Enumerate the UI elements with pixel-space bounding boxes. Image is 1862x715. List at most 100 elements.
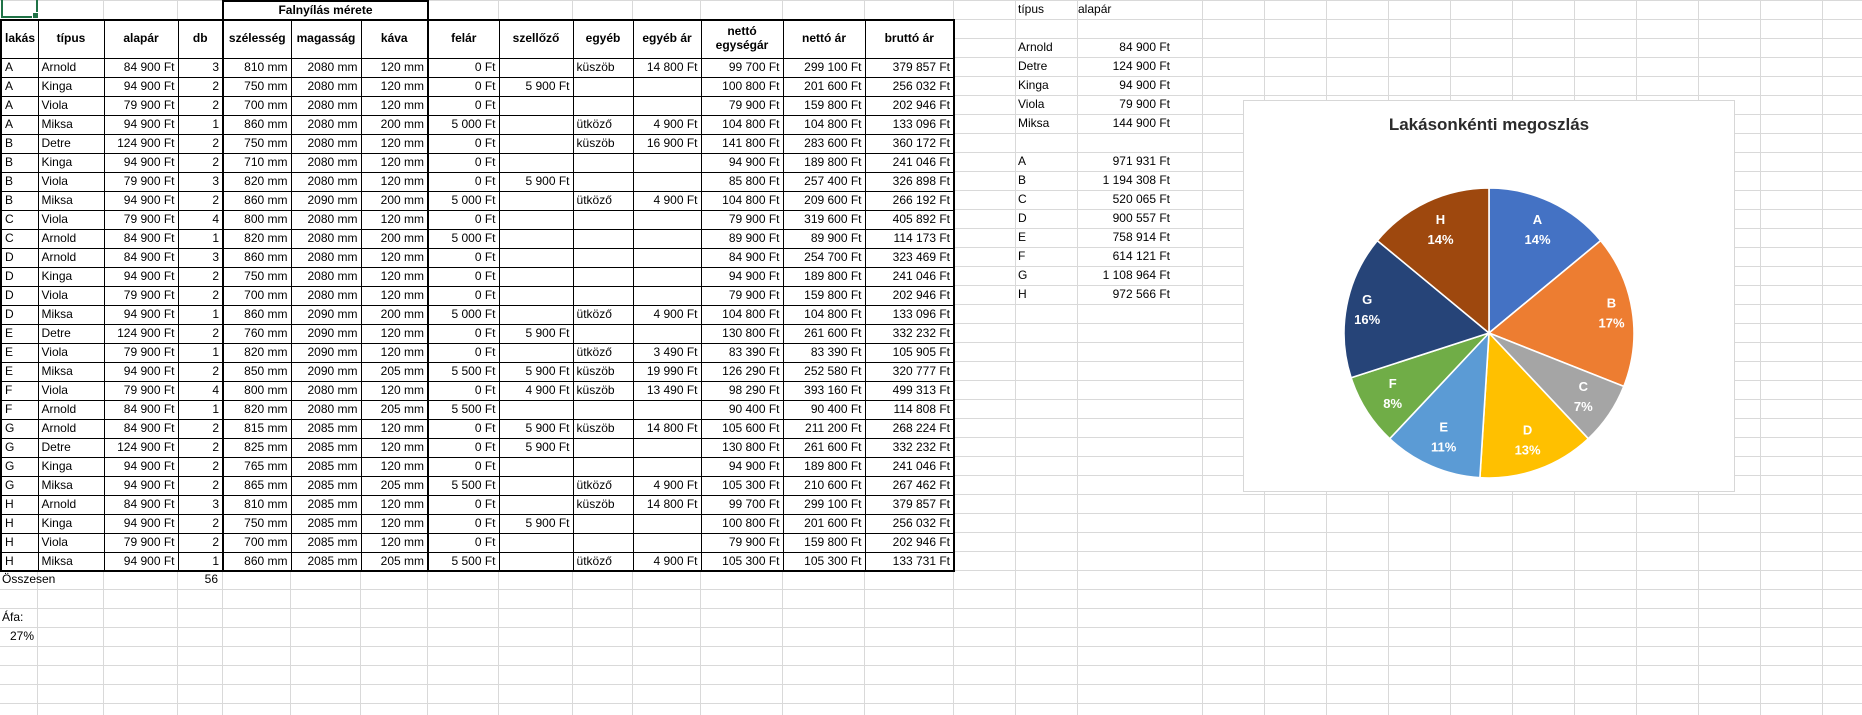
cell-r17c12[interactable]: 252 580 Ft	[782, 361, 866, 382]
cell-r8c12[interactable]: 209 600 Ft	[782, 190, 866, 211]
cell-r21c1[interactable]: Detre	[37, 437, 105, 458]
cell-r25c7[interactable]: 0 Ft	[427, 513, 500, 534]
cell-r20c5[interactable]: 2085 mm	[290, 418, 362, 439]
cell-r21c5[interactable]: 2085 mm	[290, 437, 362, 458]
cell-r17c2[interactable]: 94 900 Ft	[103, 361, 179, 382]
cell-r12c5[interactable]: 2080 mm	[290, 266, 362, 287]
cell-r5c0[interactable]: B	[0, 133, 39, 154]
cell-r12c0[interactable]: D	[0, 266, 39, 287]
cell-r15c10[interactable]	[632, 323, 702, 344]
cell-r16c3[interactable]: 1	[177, 342, 224, 363]
cell-r10c11[interactable]: 89 900 Ft	[700, 228, 784, 249]
cell-r12c12[interactable]: 189 800 Ft	[782, 266, 866, 287]
cell-r16c4[interactable]: 820 mm	[222, 342, 292, 363]
cell-r3c8[interactable]	[498, 95, 574, 116]
cell-r17c1[interactable]: Miksa	[37, 361, 105, 382]
cell-r10c8[interactable]	[498, 228, 574, 249]
cell-r3c5[interactable]: 2080 mm	[290, 95, 362, 116]
cell-r13c5[interactable]: 2080 mm	[290, 285, 362, 306]
cell-r18c11[interactable]: 98 290 Ft	[700, 380, 784, 401]
cell-r25c10[interactable]	[632, 513, 702, 534]
cell-r26c3[interactable]: 2	[177, 532, 224, 553]
cell-r14c9[interactable]: ütköző	[572, 304, 634, 325]
cell-r11c6[interactable]: 120 mm	[360, 247, 430, 268]
cell-r1c13[interactable]: 379 857 Ft	[864, 57, 956, 78]
cell-r7c7[interactable]: 0 Ft	[427, 171, 500, 192]
cell-r24c6[interactable]: 120 mm	[360, 494, 430, 515]
cell-r1c2[interactable]: 84 900 Ft	[103, 57, 179, 78]
column-header-7[interactable]: felár	[427, 19, 500, 59]
cell-r16c6[interactable]: 120 mm	[360, 342, 430, 363]
cell-r15c13[interactable]: 332 232 Ft	[864, 323, 956, 344]
cell-r15c5[interactable]: 2090 mm	[290, 323, 362, 344]
cell-r2c9[interactable]	[572, 76, 634, 97]
cell-r13c2[interactable]: 79 900 Ft	[103, 285, 179, 306]
cell-r15c12[interactable]: 261 600 Ft	[782, 323, 866, 344]
cell-r3c2[interactable]: 79 900 Ft	[103, 95, 179, 116]
cell-r23c2[interactable]: 94 900 Ft	[103, 475, 179, 496]
cell-r2c0[interactable]: A	[0, 76, 39, 97]
cell-r2c7[interactable]: 0 Ft	[427, 76, 500, 97]
cell-r19c1[interactable]: Arnold	[37, 399, 105, 420]
cell-r24c1[interactable]: Arnold	[37, 494, 105, 515]
cell-r18c13[interactable]: 499 313 Ft	[864, 380, 956, 401]
cell-r3c7[interactable]: 0 Ft	[427, 95, 500, 116]
cell-r27c3[interactable]: 1	[177, 551, 224, 572]
cell-r4c3[interactable]: 1	[177, 114, 224, 135]
cell-r7c4[interactable]: 820 mm	[222, 171, 292, 192]
column-header-10[interactable]: egyéb ár	[632, 19, 702, 59]
cell-r26c1[interactable]: Viola	[37, 532, 105, 553]
cell-r6c10[interactable]	[632, 152, 702, 173]
cell-r15c7[interactable]: 0 Ft	[427, 323, 500, 344]
cell-r10c5[interactable]: 2080 mm	[290, 228, 362, 249]
cell-r7c9[interactable]	[572, 171, 634, 192]
cell-r11c4[interactable]: 860 mm	[222, 247, 292, 268]
cell-r17c3[interactable]: 2	[177, 361, 224, 382]
cell-r19c13[interactable]: 114 808 Ft	[864, 399, 956, 420]
cell-r18c10[interactable]: 13 490 Ft	[632, 380, 702, 401]
cell-r16c1[interactable]: Viola	[37, 342, 105, 363]
side-value-Arnold[interactable]: 84 900 Ft	[1119, 40, 1170, 54]
cell-r27c4[interactable]: 860 mm	[222, 551, 292, 572]
cell-r23c7[interactable]: 5 500 Ft	[427, 475, 500, 496]
cell-r19c11[interactable]: 90 400 Ft	[700, 399, 784, 420]
cell-r1c3[interactable]: 3	[177, 57, 224, 78]
cell-r23c8[interactable]	[498, 475, 574, 496]
column-header-2[interactable]: alapár	[103, 19, 179, 59]
cell-r6c0[interactable]: B	[0, 152, 39, 173]
fill-handle[interactable]	[32, 12, 39, 19]
cell-r11c2[interactable]: 84 900 Ft	[103, 247, 179, 268]
cell-r10c13[interactable]: 114 173 Ft	[864, 228, 956, 249]
cell-r24c12[interactable]: 299 100 Ft	[782, 494, 866, 515]
cell-r1c8[interactable]	[498, 57, 574, 78]
column-header-6[interactable]: káva	[360, 19, 430, 59]
cell-r14c4[interactable]: 860 mm	[222, 304, 292, 325]
cell-r13c1[interactable]: Viola	[37, 285, 105, 306]
cell-r26c8[interactable]	[498, 532, 574, 553]
side-value-B[interactable]: 1 194 308 Ft	[1102, 173, 1170, 187]
cell-r15c1[interactable]: Detre	[37, 323, 105, 344]
cell-r5c5[interactable]: 2080 mm	[290, 133, 362, 154]
cell-r25c8[interactable]: 5 900 Ft	[498, 513, 574, 534]
cell-r22c5[interactable]: 2085 mm	[290, 456, 362, 477]
cell-r27c6[interactable]: 205 mm	[360, 551, 430, 572]
cell-r9c8[interactable]	[498, 209, 574, 230]
cell-r27c11[interactable]: 105 300 Ft	[700, 551, 784, 572]
cell-r5c12[interactable]: 283 600 Ft	[782, 133, 866, 154]
cell-r20c11[interactable]: 105 600 Ft	[700, 418, 784, 439]
cell-r12c4[interactable]: 750 mm	[222, 266, 292, 287]
cell-r25c9[interactable]	[572, 513, 634, 534]
cell-r23c10[interactable]: 4 900 Ft	[632, 475, 702, 496]
cell-r11c8[interactable]	[498, 247, 574, 268]
cell-r12c2[interactable]: 94 900 Ft	[103, 266, 179, 287]
cell-r12c8[interactable]	[498, 266, 574, 287]
cell-r8c8[interactable]	[498, 190, 574, 211]
cell-r10c3[interactable]: 1	[177, 228, 224, 249]
cell-r27c13[interactable]: 133 731 Ft	[864, 551, 956, 572]
cell-r24c13[interactable]: 379 857 Ft	[864, 494, 956, 515]
cell-r22c1[interactable]: Kinga	[37, 456, 105, 477]
cell-r1c0[interactable]: A	[0, 57, 39, 78]
cell-r5c6[interactable]: 120 mm	[360, 133, 430, 154]
cell-r19c9[interactable]	[572, 399, 634, 420]
side-value-Miksa[interactable]: 144 900 Ft	[1112, 116, 1170, 130]
